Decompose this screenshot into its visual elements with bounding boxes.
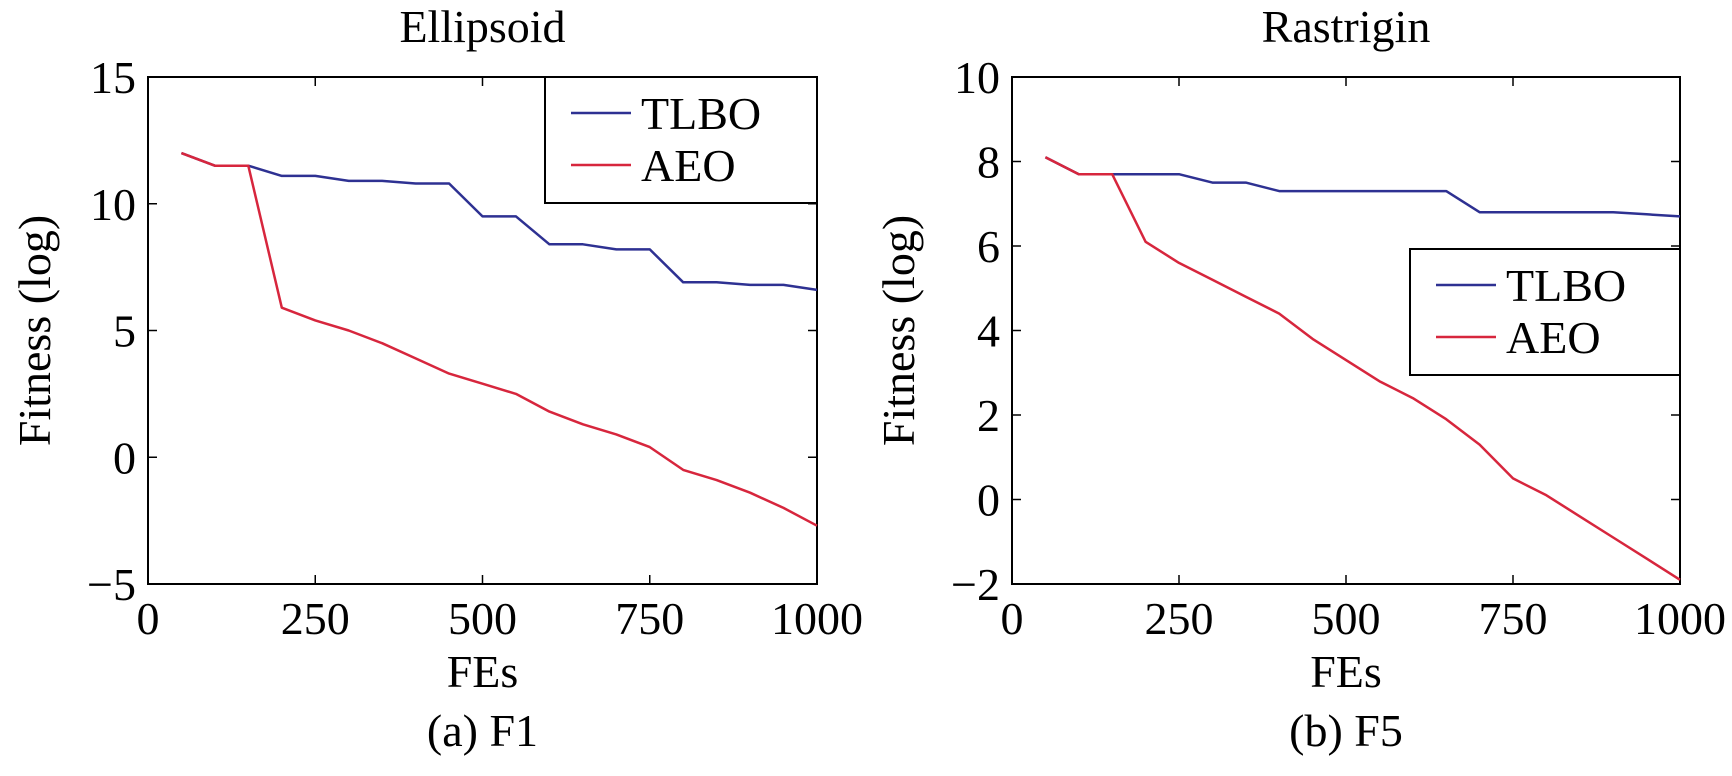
x-tick-label: 500 — [1312, 593, 1381, 644]
legend-box — [544, 76, 818, 204]
y-tick-label: 10 — [954, 52, 1000, 103]
x-tick-label: 250 — [281, 593, 350, 644]
series-line-aeo — [1044, 156, 1681, 581]
chart-title: Rastrigin — [1262, 1, 1431, 52]
series-line-tlbo — [1044, 156, 1681, 218]
y-tick-label: −2 — [951, 559, 1000, 610]
x-axis-label: FEs — [1310, 646, 1382, 697]
x-tick-label: 500 — [448, 593, 517, 644]
y-tick-label: −5 — [87, 559, 136, 610]
legend-box — [1409, 248, 1681, 376]
legend-label-aeo: AEO — [641, 140, 736, 191]
x-tick-label: 750 — [615, 593, 684, 644]
y-tick-label: 6 — [977, 221, 1000, 272]
y-tick-label: 10 — [90, 179, 136, 230]
y-axis-label: Fitness (log) — [873, 215, 924, 446]
legend-label-tlbo: TLBO — [641, 88, 761, 139]
panel-caption: (b) F5 — [1289, 705, 1403, 756]
y-tick-label: 0 — [977, 475, 1000, 526]
series-line-aeo — [180, 151, 818, 527]
y-tick-label: 15 — [90, 52, 136, 103]
x-tick-label: 1000 — [771, 593, 863, 644]
legend-label-tlbo: TLBO — [1506, 260, 1626, 311]
chart-title: Ellipsoid — [399, 1, 565, 52]
y-tick-label: 2 — [977, 390, 1000, 441]
y-tick-label: 8 — [977, 137, 1000, 188]
y-tick-label: 0 — [113, 432, 136, 483]
x-tick-label: 1000 — [1634, 593, 1726, 644]
x-tick-label: 750 — [1479, 593, 1548, 644]
x-tick-label: 250 — [1145, 593, 1214, 644]
x-axis-label: FEs — [447, 646, 519, 697]
y-tick-label: 5 — [113, 306, 136, 357]
x-tick-label: 0 — [1001, 593, 1024, 644]
panel-caption: (a) F1 — [427, 705, 538, 756]
y-axis-label: Fitness (log) — [9, 215, 60, 446]
series-line-tlbo — [180, 151, 818, 292]
x-tick-label: 0 — [137, 593, 160, 644]
legend-label-aeo: AEO — [1506, 312, 1601, 363]
y-tick-label: 4 — [977, 306, 1000, 357]
